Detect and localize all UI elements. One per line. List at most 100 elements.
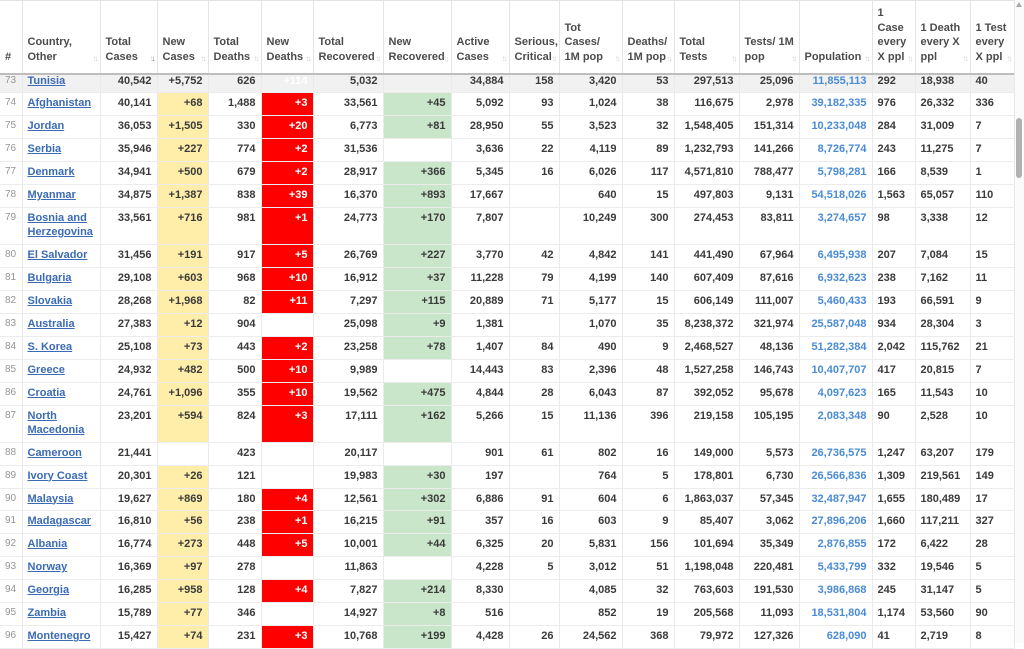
population-cell[interactable]: 54,518,026 (799, 184, 873, 208)
country-link[interactable]: Madagascar (27, 515, 92, 528)
population-cell[interactable]: 8,726,774 (799, 138, 873, 162)
col-header-total-deaths[interactable]: Total Deaths ↑↓ (208, 0, 262, 76)
active-cases-cell: 5,092 (451, 92, 510, 117)
total-tests-cell: 297,513 (674, 74, 740, 94)
col-header-total-tests[interactable]: Total Tests ↑↓ (674, 0, 740, 76)
tests-per-1m-cell: 220,481 (739, 556, 800, 581)
population-cell[interactable]: 51,282,384 (799, 336, 873, 360)
population-cell[interactable]: 6,495,938 (799, 244, 873, 268)
scrollbar-thumb[interactable] (1016, 118, 1022, 178)
col-header-population[interactable]: Population ↑↓ (799, 0, 873, 76)
col-header-new-recovered[interactable]: New Recovered ↑↓ (383, 0, 452, 76)
population-cell[interactable]: 18,531,804 (799, 602, 873, 627)
death-every-cell: 7,162 (915, 267, 971, 291)
cases-per-1m-cell: 3,420 (559, 74, 623, 94)
country-link[interactable]: Montenegro (27, 630, 91, 643)
cases-per-1m-cell: 852 (559, 602, 623, 627)
population-cell[interactable]: 25,587,048 (799, 313, 873, 337)
col-header-active-cases[interactable]: Active Cases ↑↓ (451, 0, 510, 76)
country-link[interactable]: Greece (27, 363, 65, 376)
col-header-total-recovered[interactable]: Total Recovered ↑↓ (313, 0, 384, 76)
death-every-cell: 28,304 (915, 313, 971, 337)
col-header-deaths-per-1m[interactable]: Deaths/ 1M pop ↑↓ (622, 0, 675, 76)
col-header-total-cases[interactable]: Total Cases ↑↓ (100, 0, 158, 76)
row-number: 88 (0, 442, 23, 466)
col-header-country[interactable]: Country, Other ↑↓ (22, 0, 101, 76)
test-every-cell: 11 (970, 267, 1015, 291)
population-cell[interactable]: 2,083,348 (799, 405, 873, 443)
population-cell[interactable]: 2,876,855 (799, 533, 873, 558)
population-cell[interactable]: 10,233,048 (799, 115, 873, 139)
total-deaths-cell: 443 (208, 336, 262, 360)
population-cell[interactable]: 4,097,623 (799, 382, 873, 406)
table-row: 79 Bosnia and Herzegovina 33,561 +716 981 +1 2… (0, 207, 1015, 245)
country-link[interactable]: Denmark (27, 165, 75, 178)
country-link[interactable]: Serbia (27, 143, 62, 155)
country-link[interactable]: Australia (27, 317, 75, 330)
population-cell[interactable]: 39,182,335 (799, 92, 873, 117)
col-header-tests-per-1m-label: Tests/ 1M pop (744, 36, 794, 63)
population-cell[interactable]: 32,487,947 (799, 488, 873, 512)
population-cell[interactable]: 27,896,206 (799, 510, 873, 535)
new-recovered-cell: +199 (383, 625, 452, 649)
tests-per-1m-cell: 11,093 (739, 602, 800, 627)
row-number: 83 (0, 313, 23, 337)
scroll-up-icon[interactable] (1016, 2, 1022, 7)
population-cell[interactable]: 3,986,868 (799, 579, 873, 604)
col-header-test-every[interactable]: 1 Test every X ppl ↑↓ (970, 0, 1015, 76)
population-cell[interactable]: 5,460,433 (799, 290, 873, 314)
total-deaths-cell: 626 (208, 74, 262, 94)
population-cell[interactable]: 6,932,623 (799, 267, 873, 291)
country-link[interactable]: Croatia (27, 386, 66, 399)
population-cell[interactable]: 628,090 (799, 625, 873, 649)
country-link[interactable]: North Macedonia (27, 409, 85, 436)
country-link[interactable]: Malaysia (27, 492, 74, 505)
new-deaths-cell (261, 313, 314, 337)
total-deaths-cell: 824 (208, 405, 262, 443)
col-header-new-deaths[interactable]: New Deaths ↑↓ (261, 0, 314, 76)
col-header-rank[interactable]: # (0, 0, 23, 76)
country-link[interactable]: Bulgaria (27, 271, 72, 284)
country-link[interactable]: Albania (27, 538, 68, 551)
col-header-total-tests-label: Total Tests (679, 36, 708, 63)
country-link[interactable]: Ivory Coast (27, 469, 88, 482)
country-link[interactable]: Myanmar (27, 188, 76, 201)
table-row: 91 Madagascar 16,810 +56 238 +1 16,215 +91 357 16… (0, 510, 1015, 535)
country-link[interactable]: El Salvador (27, 248, 88, 261)
serious-critical-cell: 79 (509, 267, 560, 291)
population-cell[interactable]: 5,798,281 (799, 161, 873, 185)
col-header-cases-per-1m[interactable]: Tot Cases/ 1M pop ↑↓ (559, 0, 623, 76)
table-row: 81 Bulgaria 29,108 +603 968 +10 16,912 +37 11,22… (0, 267, 1015, 291)
death-every-cell: 3,338 (915, 207, 971, 245)
population-cell[interactable]: 3,274,657 (799, 207, 873, 245)
country-link[interactable]: S. Korea (27, 340, 73, 353)
country-link[interactable]: Jordan (27, 120, 65, 133)
cases-per-1m-cell: 11,136 (559, 405, 623, 443)
country-link[interactable]: Bosnia and Herzegovina (27, 211, 93, 238)
population-cell[interactable]: 26,566,836 (799, 465, 873, 489)
test-every-cell: 28 (970, 533, 1015, 558)
col-header-serious-critical[interactable]: Serious, Critical ↑↓ (509, 0, 560, 76)
new-cases-cell: +26 (157, 465, 209, 489)
col-header-tests-per-1m[interactable]: Tests/ 1M pop ↑↓ (739, 0, 800, 76)
total-recovered-cell: 16,215 (313, 510, 384, 535)
country-link[interactable]: Georgia (27, 584, 70, 597)
country-cell: Denmark (22, 161, 101, 185)
col-header-case-every[interactable]: 1 Case every X ppl ↑↓ (872, 0, 916, 76)
deaths-per-1m-cell: 48 (622, 359, 675, 383)
population-cell[interactable]: 11,855,113 (799, 74, 873, 94)
vertical-scrollbar[interactable] (1014, 0, 1024, 643)
country-link[interactable]: Norway (27, 561, 68, 574)
population-cell[interactable]: 10,407,707 (799, 359, 873, 383)
active-cases-cell: 5,345 (451, 161, 510, 185)
country-link[interactable]: Afghanistan (27, 97, 92, 110)
serious-critical-cell (509, 184, 560, 208)
country-link[interactable]: Cameroon (27, 446, 82, 459)
col-header-death-every[interactable]: 1 Death every X ppl ↑↓ (915, 0, 971, 76)
population-cell[interactable]: 5,433,799 (799, 556, 873, 581)
country-link[interactable]: Tunisia (27, 75, 66, 88)
population-cell[interactable]: 26,736,575 (799, 442, 873, 466)
country-link[interactable]: Slovakia (27, 294, 73, 307)
country-link[interactable]: Zambia (27, 607, 67, 620)
col-header-new-cases[interactable]: New Cases ↑↓ (157, 0, 209, 76)
